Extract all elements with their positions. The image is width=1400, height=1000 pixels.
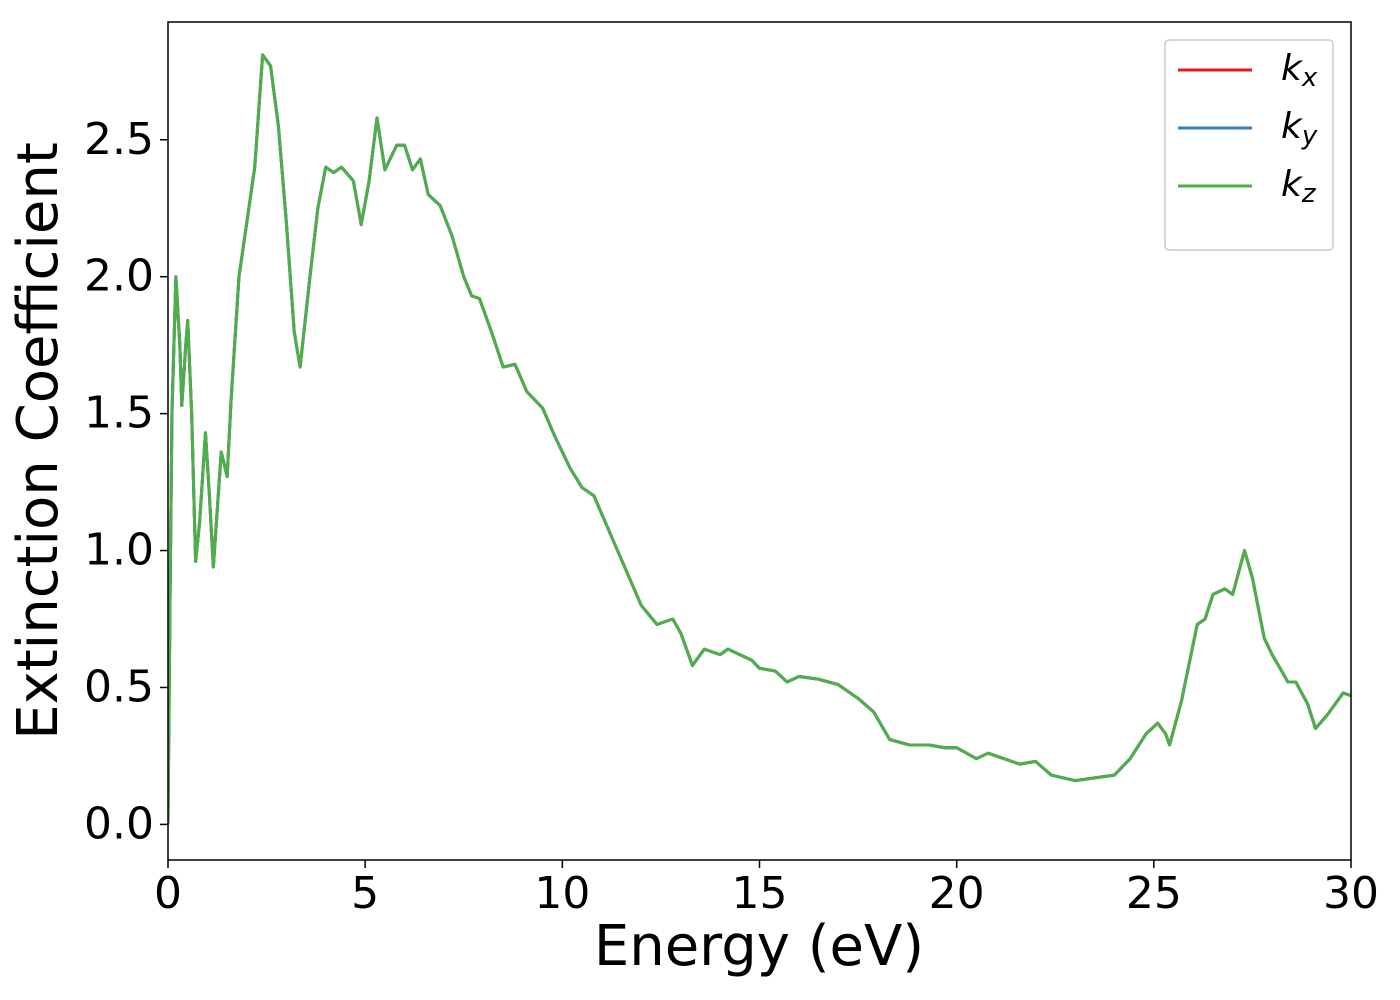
plot-frame <box>167 21 1352 861</box>
x-tick-label: 10 <box>534 868 590 919</box>
legend-label: kz <box>1281 164 1317 209</box>
data-line <box>168 53 1351 825</box>
x-tick-label: 0 <box>154 868 182 919</box>
legend-label: kx <box>1281 48 1318 93</box>
x-tick-label: 30 <box>1323 868 1379 919</box>
y-tick-label: 0.5 <box>84 661 154 712</box>
x-tick-label: 5 <box>351 868 379 919</box>
x-tick-label: 15 <box>732 868 788 919</box>
y-tick-label: 0.0 <box>84 798 154 849</box>
legend-box <box>1164 39 1334 251</box>
x-tick-label: 25 <box>1126 868 1182 919</box>
y-tick-label: 2.5 <box>84 114 154 165</box>
x-axis-label: Energy (eV) <box>594 914 924 979</box>
y-tick-label: 1.0 <box>84 525 154 576</box>
x-tick-label: 20 <box>929 868 985 919</box>
y-axis-label: Extinction Coefficient <box>6 142 71 740</box>
legend-label: ky <box>1281 106 1318 151</box>
y-tick-label: 2.0 <box>84 251 154 302</box>
y-tick-label: 1.5 <box>84 388 154 439</box>
